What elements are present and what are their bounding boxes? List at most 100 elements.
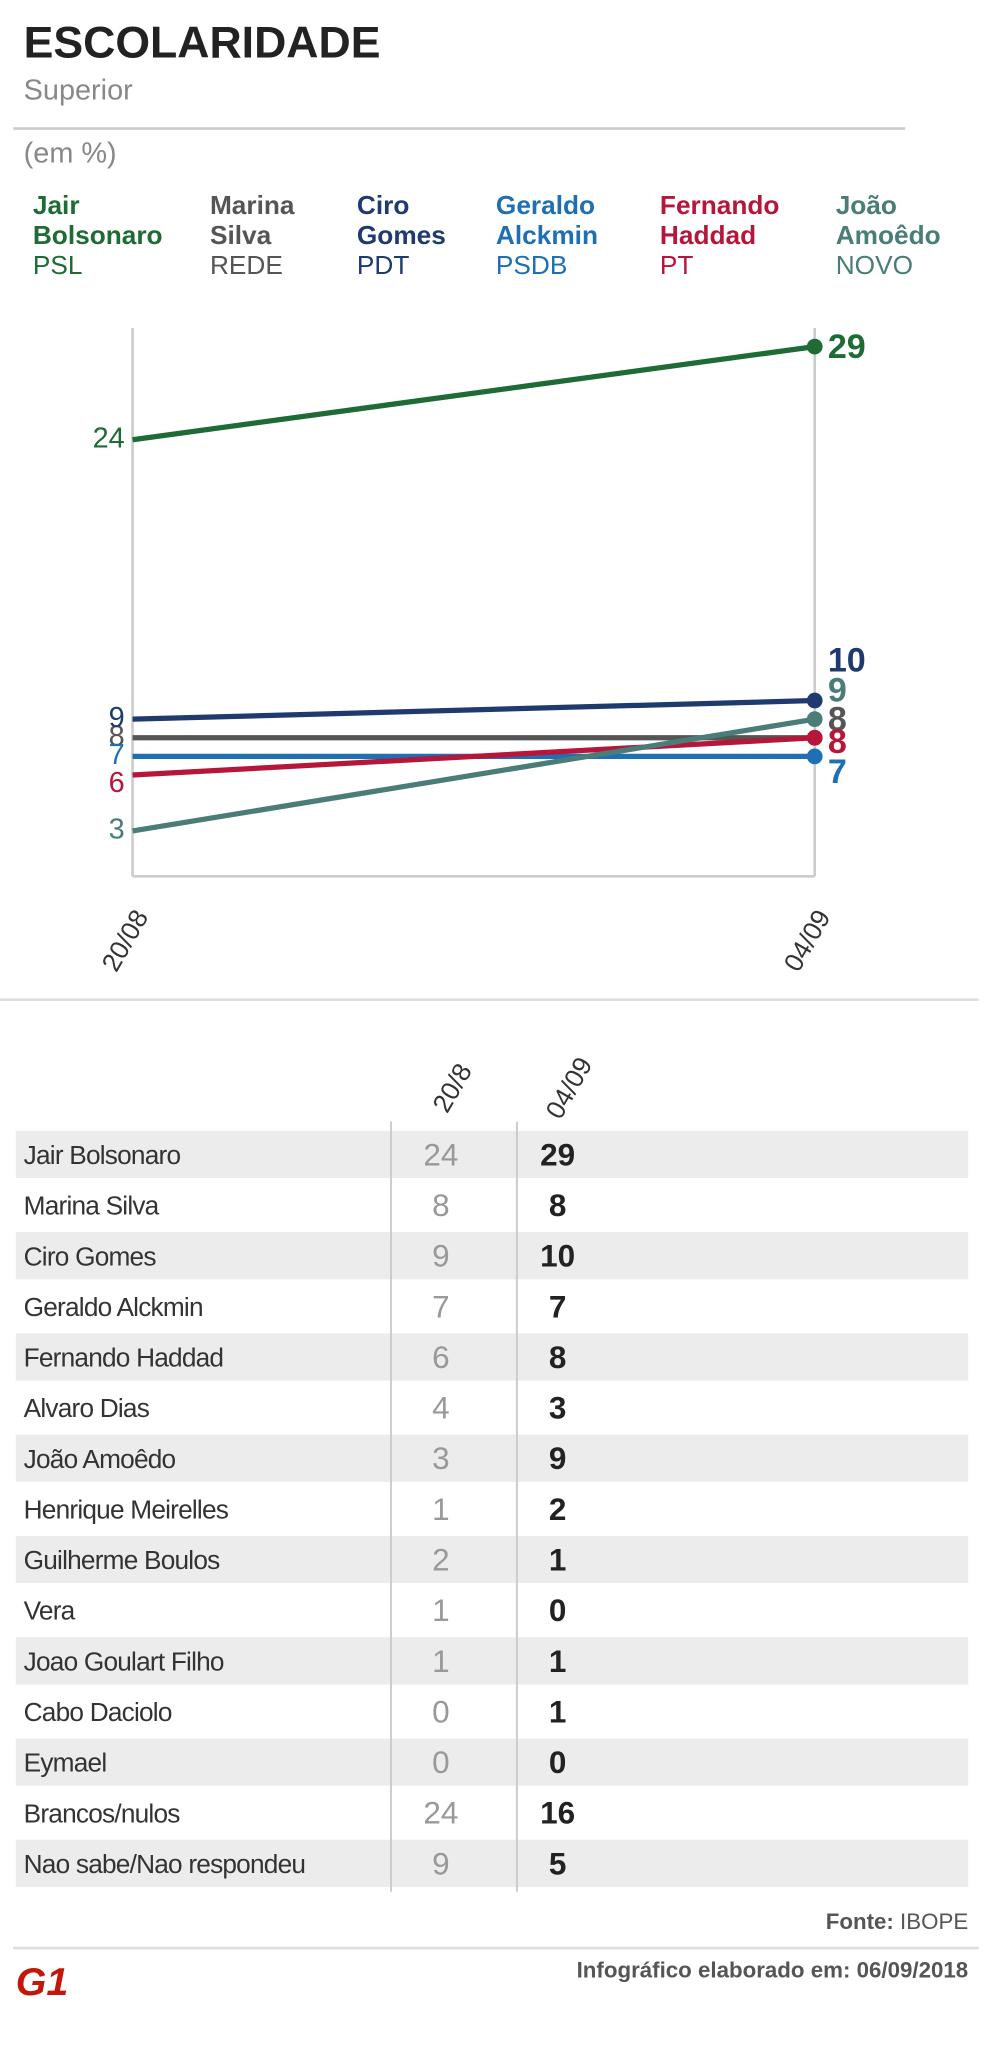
row-stripe <box>15 1130 969 1179</box>
legend-party: PT <box>659 251 694 281</box>
legend-label: João Amoêdo <box>835 191 941 251</box>
value-label: 9 <box>828 672 847 710</box>
value-label: 8 <box>828 723 847 761</box>
cell-value: 8 <box>432 1188 450 1223</box>
cell-value: 0 <box>549 1593 567 1628</box>
end-dot <box>806 338 823 355</box>
row-label: Joao Goulart Filho <box>24 1646 224 1676</box>
x-tick-label: 04/09 <box>778 905 837 977</box>
x-tick-label: 20/08 <box>95 905 154 977</box>
series-line <box>132 697 815 722</box>
cell-value: 8 <box>549 1340 567 1375</box>
logo: G1 <box>16 1960 68 2004</box>
chart-subtitle: Superior <box>24 74 133 106</box>
end-dot <box>806 729 823 746</box>
cell-value: 16 <box>540 1796 575 1831</box>
end-dot <box>806 711 823 728</box>
row-label: Vera <box>24 1596 76 1626</box>
legend-label: Ciro Gomes <box>356 191 446 251</box>
column-header: 04/09 <box>540 1052 599 1124</box>
cell-value: 29 <box>540 1137 575 1172</box>
cell-value: 1 <box>549 1542 567 1577</box>
row-stripe <box>15 1333 969 1381</box>
row-label: Fernando Haddad <box>24 1343 224 1373</box>
column-header: 20/8 <box>426 1058 477 1117</box>
legend-party: PDT <box>356 251 410 281</box>
cell-value: 3 <box>549 1391 567 1426</box>
legend-party: PSL <box>32 251 83 281</box>
cell-value: 7 <box>549 1289 567 1324</box>
cell-value: 1 <box>549 1644 567 1679</box>
value-label: 6 <box>109 767 125 799</box>
row-label: Brancos/nulos <box>24 1798 181 1828</box>
cell-value: 10 <box>540 1239 575 1274</box>
cell-value: 4 <box>432 1391 450 1426</box>
source: Fonte: IBOPE <box>826 1909 968 1934</box>
legend-party: NOVO <box>835 251 913 281</box>
cell-value: 1 <box>432 1593 450 1628</box>
legend-party: PSDB <box>495 251 568 281</box>
value-label: 8 <box>828 701 847 739</box>
end-dot <box>806 748 823 765</box>
cell-value: 9 <box>432 1239 450 1274</box>
legend-label: Jair Bolsonaro <box>32 191 163 251</box>
cell-value: 0 <box>549 1745 567 1780</box>
cell-value: 7 <box>432 1289 450 1324</box>
cell-value: 9 <box>432 1846 450 1881</box>
cell-value: 24 <box>423 1796 458 1831</box>
row-stripe <box>15 1535 969 1584</box>
row-stripe <box>15 1839 969 1887</box>
row-label: Ciro Gomes <box>24 1241 157 1271</box>
end-dot <box>806 692 823 709</box>
cell-value: 1 <box>549 1694 567 1729</box>
cell-value: 0 <box>432 1694 450 1729</box>
legend-label: Fernando Haddad <box>659 191 780 251</box>
series-line <box>132 735 815 778</box>
cell-value: 1 <box>432 1644 450 1679</box>
cell-value: 24 <box>423 1137 458 1172</box>
legend-label: Marina Silva <box>209 191 295 251</box>
row-label: Marina Silva <box>24 1191 160 1221</box>
row-stripe <box>15 1434 969 1482</box>
row-label: Cabo Daciolo <box>24 1697 172 1727</box>
legend-label: Geraldo Alckmin <box>495 191 599 251</box>
cell-value: 9 <box>549 1441 567 1476</box>
value-label: 24 <box>93 422 125 454</box>
row-label: Jair Bolsonaro <box>24 1140 181 1170</box>
value-label: 7 <box>109 739 125 771</box>
row-label: Guilherme Boulos <box>24 1545 220 1575</box>
value-label: 3 <box>109 814 125 846</box>
legend-party: REDE <box>209 251 283 281</box>
cell-value: 1 <box>432 1492 450 1527</box>
row-label: Nao sabe/Nao respondeu <box>24 1849 306 1879</box>
source-name: IBOPE <box>900 1909 968 1934</box>
cell-value: 3 <box>432 1441 450 1476</box>
cell-value: 6 <box>432 1340 450 1375</box>
unit-label: (em %) <box>24 137 117 169</box>
value-label: 9 <box>109 702 125 734</box>
credit: Infográfico elaborado em: 06/09/2018 <box>577 1958 969 1983</box>
row-stripe <box>15 1738 969 1786</box>
row-label: Eymael <box>24 1748 107 1778</box>
source-label: Fonte: <box>826 1909 894 1934</box>
row-stripe <box>15 1232 969 1280</box>
row-label: João Amoêdo <box>24 1444 176 1474</box>
cell-value: 2 <box>549 1492 567 1527</box>
series-line <box>132 716 816 834</box>
value-label: 8 <box>109 720 125 752</box>
row-stripe <box>15 1637 969 1685</box>
value-label: 10 <box>828 642 866 680</box>
cell-value: 0 <box>432 1745 450 1780</box>
value-label: 29 <box>828 328 866 366</box>
cell-value: 2 <box>432 1542 450 1577</box>
row-label: Geraldo Alckmin <box>24 1292 203 1322</box>
row-label: Alvaro Dias <box>24 1393 150 1423</box>
series-line <box>132 343 816 443</box>
row-label: Henrique Meirelles <box>24 1494 229 1524</box>
